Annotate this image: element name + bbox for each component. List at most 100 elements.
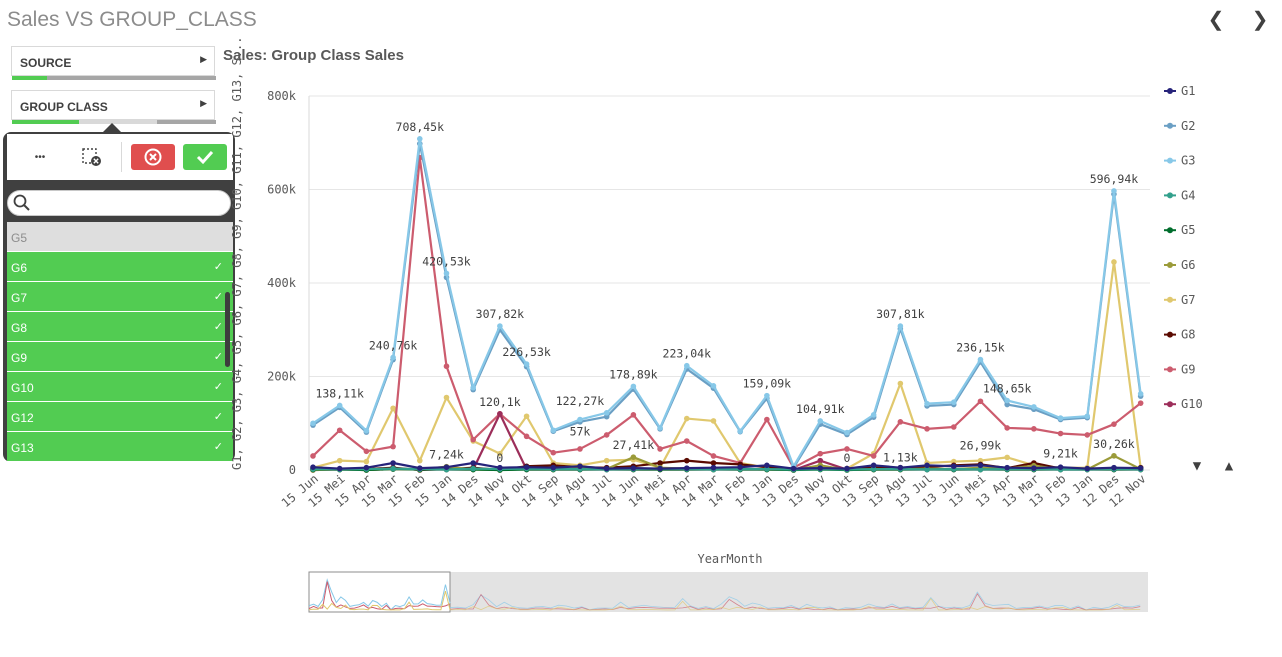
filter-group-class[interactable]: GROUP CLASS ▶ xyxy=(11,90,216,124)
data-point xyxy=(657,466,663,473)
legend-marker xyxy=(1167,331,1173,338)
clear-selection-button[interactable] xyxy=(77,144,107,170)
next-sheet-button[interactable]: ❯ xyxy=(1250,8,1270,31)
data-point xyxy=(897,466,904,472)
data-label: 178,89k xyxy=(609,367,658,381)
data-point xyxy=(363,467,370,473)
data-point xyxy=(497,323,503,329)
data-point xyxy=(657,466,663,473)
data-point xyxy=(950,466,957,473)
list-item[interactable]: G8 ✓ xyxy=(7,312,233,342)
data-point xyxy=(550,464,557,471)
data-point xyxy=(416,154,423,161)
data-point xyxy=(897,464,904,471)
data-point xyxy=(1057,464,1064,470)
list-item[interactable]: G10 ✓ xyxy=(7,372,233,402)
data-point xyxy=(683,362,690,369)
data-point xyxy=(924,426,930,432)
data-point xyxy=(1111,421,1117,427)
data-point xyxy=(1111,191,1117,197)
confirm-selection-button[interactable] xyxy=(183,144,227,170)
list-item[interactable]: G6 ✓ xyxy=(7,252,233,282)
data-point xyxy=(844,465,850,472)
data-label: 7,24k xyxy=(429,448,464,462)
data-point xyxy=(817,466,824,472)
legend-label: G7 xyxy=(1181,293,1195,307)
legend-marker xyxy=(1167,296,1173,303)
data-point xyxy=(977,398,984,405)
list-item[interactable]: G9 ✓ xyxy=(7,342,233,372)
series-line xyxy=(312,412,1141,472)
data-point xyxy=(1084,466,1091,473)
series-line xyxy=(312,461,1141,470)
data-label: 27,41k xyxy=(613,438,655,452)
filter-source-selection-bar xyxy=(12,76,216,80)
data-point xyxy=(790,464,797,471)
x-tick-label: 15 Mei xyxy=(305,472,347,511)
listbox-scrollbar[interactable] xyxy=(225,292,230,367)
data-point xyxy=(683,465,690,471)
data-point xyxy=(1057,466,1064,473)
data-point xyxy=(390,464,396,471)
data-point xyxy=(336,466,343,473)
mini-series-line xyxy=(308,581,451,611)
data-label: 240,76k xyxy=(369,338,418,352)
data-label: 104,91k xyxy=(796,402,845,416)
data-point xyxy=(523,466,530,473)
x-tick-label: 15 Jan xyxy=(412,472,454,511)
list-item[interactable]: G12 ✓ xyxy=(7,402,233,432)
list-item[interactable]: G5 xyxy=(7,222,233,252)
data-point xyxy=(790,467,797,473)
listbox-search-field[interactable] xyxy=(7,190,231,216)
data-point xyxy=(390,466,396,472)
data-point xyxy=(683,366,690,372)
x-tick-label: 14 Jun xyxy=(599,472,641,511)
data-point xyxy=(523,466,530,472)
data-point xyxy=(977,466,984,473)
data-point xyxy=(1004,425,1010,431)
series-G3 xyxy=(310,135,1144,470)
data-point xyxy=(870,450,877,457)
data-point xyxy=(844,465,850,472)
filter-group-class-selection-bar xyxy=(12,120,216,124)
data-point xyxy=(897,380,904,387)
mini-chart-background xyxy=(309,572,1148,612)
data-point xyxy=(817,450,824,457)
more-button[interactable]: ••• xyxy=(25,144,55,170)
legend-marker xyxy=(1167,88,1173,94)
list-item[interactable]: G13 ✓ xyxy=(7,432,233,462)
data-point xyxy=(310,467,316,473)
series-line xyxy=(312,260,1142,471)
data-point xyxy=(550,466,557,473)
mini-series-line xyxy=(308,578,451,611)
previous-sheet-button[interactable]: ❮ xyxy=(1206,8,1226,31)
data-label: 26,99k xyxy=(960,438,1002,452)
data-point xyxy=(550,466,557,473)
data-point xyxy=(550,460,557,466)
data-point xyxy=(737,466,743,472)
list-item[interactable]: G7 ✓ xyxy=(7,282,233,312)
data-point xyxy=(416,140,423,147)
data-point xyxy=(336,457,343,464)
data-point xyxy=(603,466,610,473)
data-point xyxy=(817,465,824,471)
data-point xyxy=(764,466,770,473)
data-point xyxy=(603,432,610,438)
data-point xyxy=(523,465,530,472)
data-point xyxy=(844,466,850,473)
x-tick-label: 15 Feb xyxy=(386,472,428,511)
cancel-selection-button[interactable] xyxy=(131,144,175,170)
x-tick-label: 13 Apr xyxy=(973,472,1015,511)
data-point xyxy=(363,448,370,455)
data-point xyxy=(336,404,343,411)
data-point xyxy=(870,466,877,473)
check-icon: ✓ xyxy=(213,441,223,453)
data-point xyxy=(1084,466,1091,473)
data-label: 148,65k xyxy=(983,382,1032,396)
data-point xyxy=(1057,430,1064,437)
data-point xyxy=(603,466,610,473)
x-tick-label: 14 Apr xyxy=(652,472,694,511)
data-label: 236,15k xyxy=(956,341,1005,355)
filter-source[interactable]: SOURCE ▶ xyxy=(11,46,216,80)
data-point xyxy=(790,466,797,473)
